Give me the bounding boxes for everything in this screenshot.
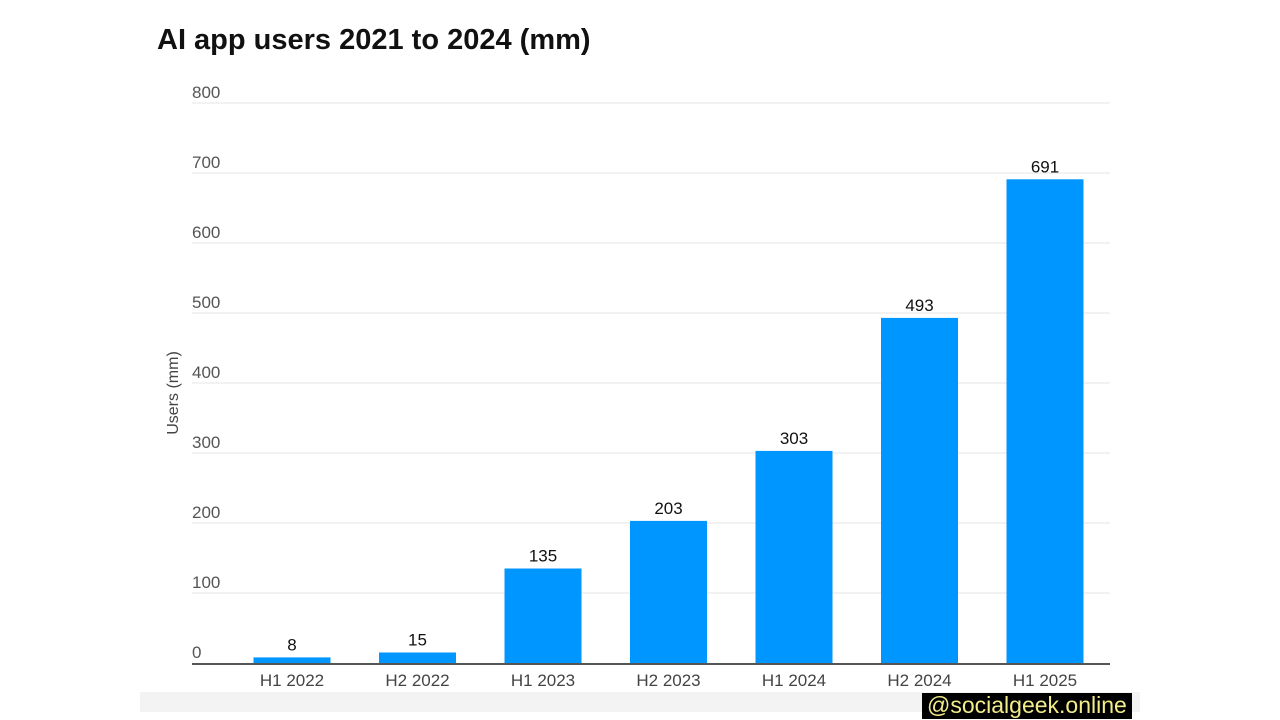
watermark: @socialgeek.online (922, 693, 1132, 719)
y-tick-label: 200 (192, 503, 220, 522)
y-tick-label: 400 (192, 363, 220, 382)
data-label: 15 (408, 631, 427, 650)
y-tick-label: 600 (192, 223, 220, 242)
bar (881, 317, 958, 663)
x-tick-label: H1 2024 (762, 671, 826, 690)
data-label: 203 (654, 499, 682, 518)
data-label: 691 (1031, 157, 1059, 176)
x-tick-label: H1 2025 (1013, 671, 1077, 690)
x-tick-label: H1 2023 (511, 671, 575, 690)
bar (504, 568, 582, 663)
data-label: 303 (780, 429, 808, 448)
bar (379, 652, 456, 663)
x-tick-label: H2 2023 (636, 671, 700, 690)
y-axis-label: Users (mm) (165, 351, 182, 435)
x-tick-label: H2 2024 (887, 671, 951, 690)
y-tick-label: 300 (192, 433, 220, 452)
bar (253, 657, 331, 663)
data-label: 493 (905, 296, 933, 315)
y-tick-label: 800 (192, 83, 220, 102)
x-tick-label: H2 2022 (385, 671, 449, 690)
y-tick-label: 100 (192, 573, 220, 592)
bar (630, 520, 707, 663)
y-tick-label: 0 (192, 643, 201, 662)
x-tick-label: H1 2022 (260, 671, 324, 690)
bottom-strip (140, 692, 1140, 712)
data-label: 135 (529, 547, 557, 566)
bar (755, 450, 833, 663)
y-tick-label: 700 (192, 153, 220, 172)
data-label: 8 (287, 635, 296, 654)
bar (1006, 179, 1084, 664)
y-tick-label: 500 (192, 293, 220, 312)
chart-title: AI app users 2021 to 2024 (mm) (157, 24, 591, 56)
